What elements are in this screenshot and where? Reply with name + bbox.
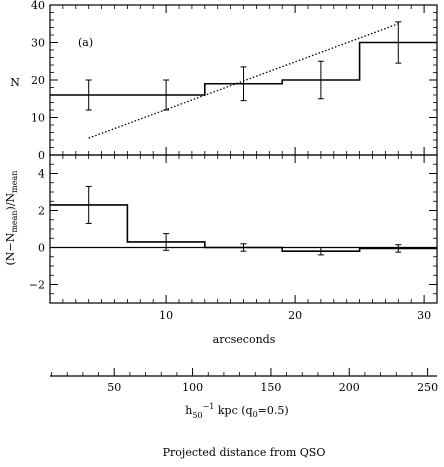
- secondary-tick-label: 250: [417, 381, 438, 394]
- secondary-axis-label: h50−1 kpc (q0=0.5): [185, 402, 288, 420]
- x-axis-label: arcseconds: [213, 333, 276, 346]
- secondary-tick-label: 200: [339, 381, 360, 394]
- panel-label: (a): [78, 36, 93, 49]
- bottom-y-tick-label: −2: [29, 279, 45, 292]
- top-y-tick-label: 40: [31, 0, 45, 12]
- bottom-y-tick-label: 0: [38, 242, 45, 255]
- bottom-y-tick-label: 2: [38, 205, 45, 218]
- top-panel: 0 10 20 30 40: [31, 0, 438, 162]
- bottom-frame: [49, 154, 438, 304]
- top-y-tick-label: 0: [38, 149, 45, 162]
- secondary-tick-label: 150: [260, 381, 281, 394]
- bottom-x-tick-label: 30: [417, 309, 431, 322]
- secondary-tick-label: 50: [107, 381, 121, 394]
- bottom-y-tick-label: 4: [38, 168, 45, 181]
- bottom-panel: −2 0 2 4 10 20 30: [29, 154, 438, 322]
- bottom-y-axis-label: (N−Nmean)/Nmean: [4, 171, 19, 266]
- top-y-tick-label: 20: [31, 74, 45, 87]
- secondary-axis: 50 100 150 200 250: [50, 368, 438, 394]
- top-histogram: [50, 41, 437, 96]
- top-y-tick-label: 30: [31, 37, 45, 50]
- bottom-x-tick-label: 10: [159, 309, 173, 322]
- figure-caption: Projected distance from QSO: [163, 446, 326, 459]
- top-y-tick-label: 10: [31, 112, 45, 125]
- top-y-axis-label: N: [10, 76, 20, 89]
- secondary-tick-label: 100: [182, 381, 203, 394]
- bottom-x-tick-label: 20: [288, 309, 302, 322]
